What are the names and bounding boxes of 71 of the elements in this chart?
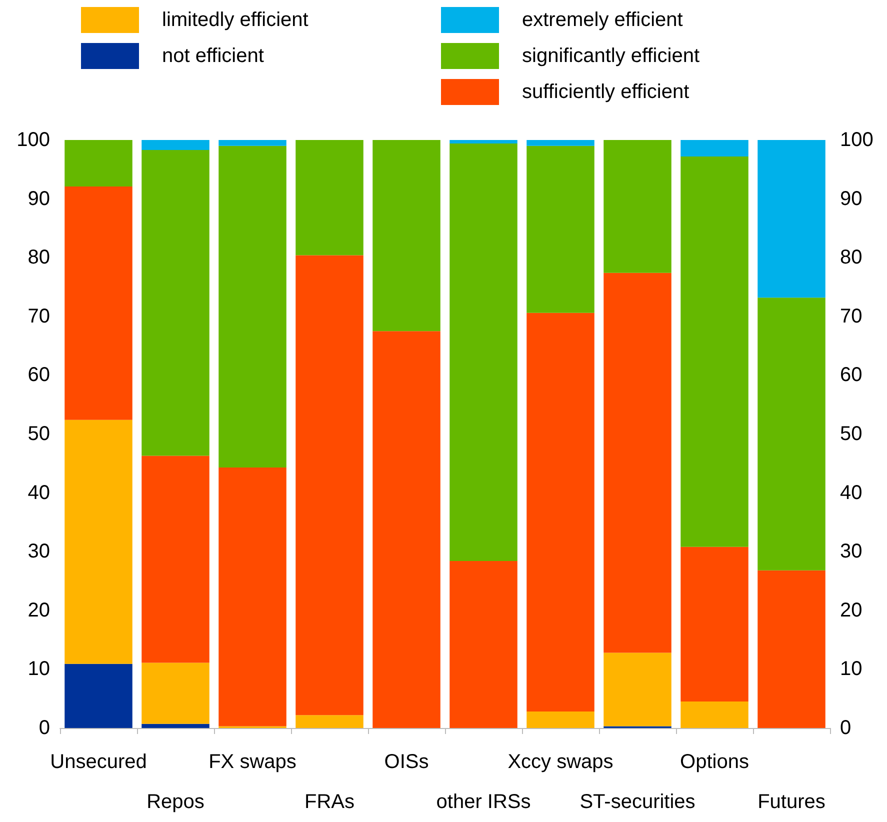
- bar: [142, 724, 210, 728]
- y-tick-label: 50: [28, 423, 50, 445]
- y2-tick-label: 10: [840, 658, 862, 680]
- bar: [680, 546, 748, 702]
- bar: [450, 561, 518, 728]
- bar: [218, 468, 286, 726]
- bar: [142, 662, 210, 724]
- x-tick-label: Futures: [758, 791, 826, 813]
- y2-tick-label: 90: [840, 188, 862, 210]
- bar: [64, 664, 132, 728]
- y-tick-label: 10: [28, 658, 50, 680]
- y2-tick-label: 50: [840, 423, 862, 445]
- bar: [526, 146, 594, 313]
- y2-tick-label: 80: [840, 246, 862, 269]
- x-tick-label: Repos: [146, 791, 204, 813]
- x-tick-label: FRAs: [304, 791, 354, 813]
- y2-tick-label: 40: [840, 482, 862, 504]
- bar: [604, 272, 672, 653]
- bar: [64, 140, 132, 186]
- x-tick-label: Xccy swaps: [508, 751, 614, 773]
- y-tick-label: 30: [28, 540, 50, 563]
- y-tick-label: 70: [28, 305, 50, 328]
- y2-tick-label: 100: [840, 129, 874, 151]
- legend-label: extremely efficient: [522, 9, 684, 31]
- bar: [142, 140, 210, 150]
- y-tick-label: 20: [28, 599, 50, 622]
- bar: [526, 312, 594, 712]
- bar: [604, 140, 672, 273]
- bar: [758, 298, 826, 570]
- bar: [372, 140, 440, 332]
- bar: [604, 652, 672, 726]
- legend-label: sufficiently efficient: [522, 81, 690, 103]
- bar: [526, 712, 594, 728]
- bar: [296, 255, 364, 716]
- legend-label: significantly efficient: [522, 45, 700, 67]
- x-tick-label: other IRSs: [436, 791, 531, 813]
- bar: [142, 150, 210, 456]
- legend-label: limitedly efficient: [162, 9, 309, 31]
- bar: [64, 186, 132, 420]
- legend-label: not efficient: [162, 45, 264, 67]
- bar: [372, 331, 440, 728]
- y2-tick-label: 60: [840, 364, 862, 386]
- x-tick-label: ST-securities: [580, 791, 696, 813]
- bar: [758, 140, 826, 298]
- x-tick-label: Unsecured: [50, 751, 147, 773]
- y2-tick-label: 0: [840, 717, 852, 739]
- y2-tick-label: 30: [840, 540, 862, 563]
- bar: [680, 702, 748, 728]
- bar: [296, 715, 364, 728]
- y2-tick-label: 70: [840, 305, 862, 328]
- bar: [680, 156, 748, 547]
- x-tick-label: OISs: [384, 751, 429, 773]
- x-tick-label: FX swaps: [208, 751, 296, 773]
- y-tick-label: 100: [16, 129, 50, 151]
- y-tick-label: 0: [38, 717, 50, 739]
- bar: [296, 140, 364, 256]
- bar: [450, 140, 518, 144]
- bar: [142, 456, 210, 663]
- bar: [64, 420, 132, 664]
- y2-tick-label: 20: [840, 599, 862, 622]
- y-tick-label: 60: [28, 364, 50, 386]
- y-tick-label: 40: [28, 482, 50, 504]
- bar: [218, 140, 286, 146]
- bar: [218, 146, 286, 468]
- bar: [758, 570, 826, 728]
- y-tick-label: 90: [28, 188, 50, 210]
- bar: [680, 140, 748, 156]
- y-tick-label: 80: [28, 246, 50, 269]
- bar: [526, 140, 594, 146]
- bar: [450, 144, 518, 562]
- x-tick-label: Options: [680, 751, 749, 773]
